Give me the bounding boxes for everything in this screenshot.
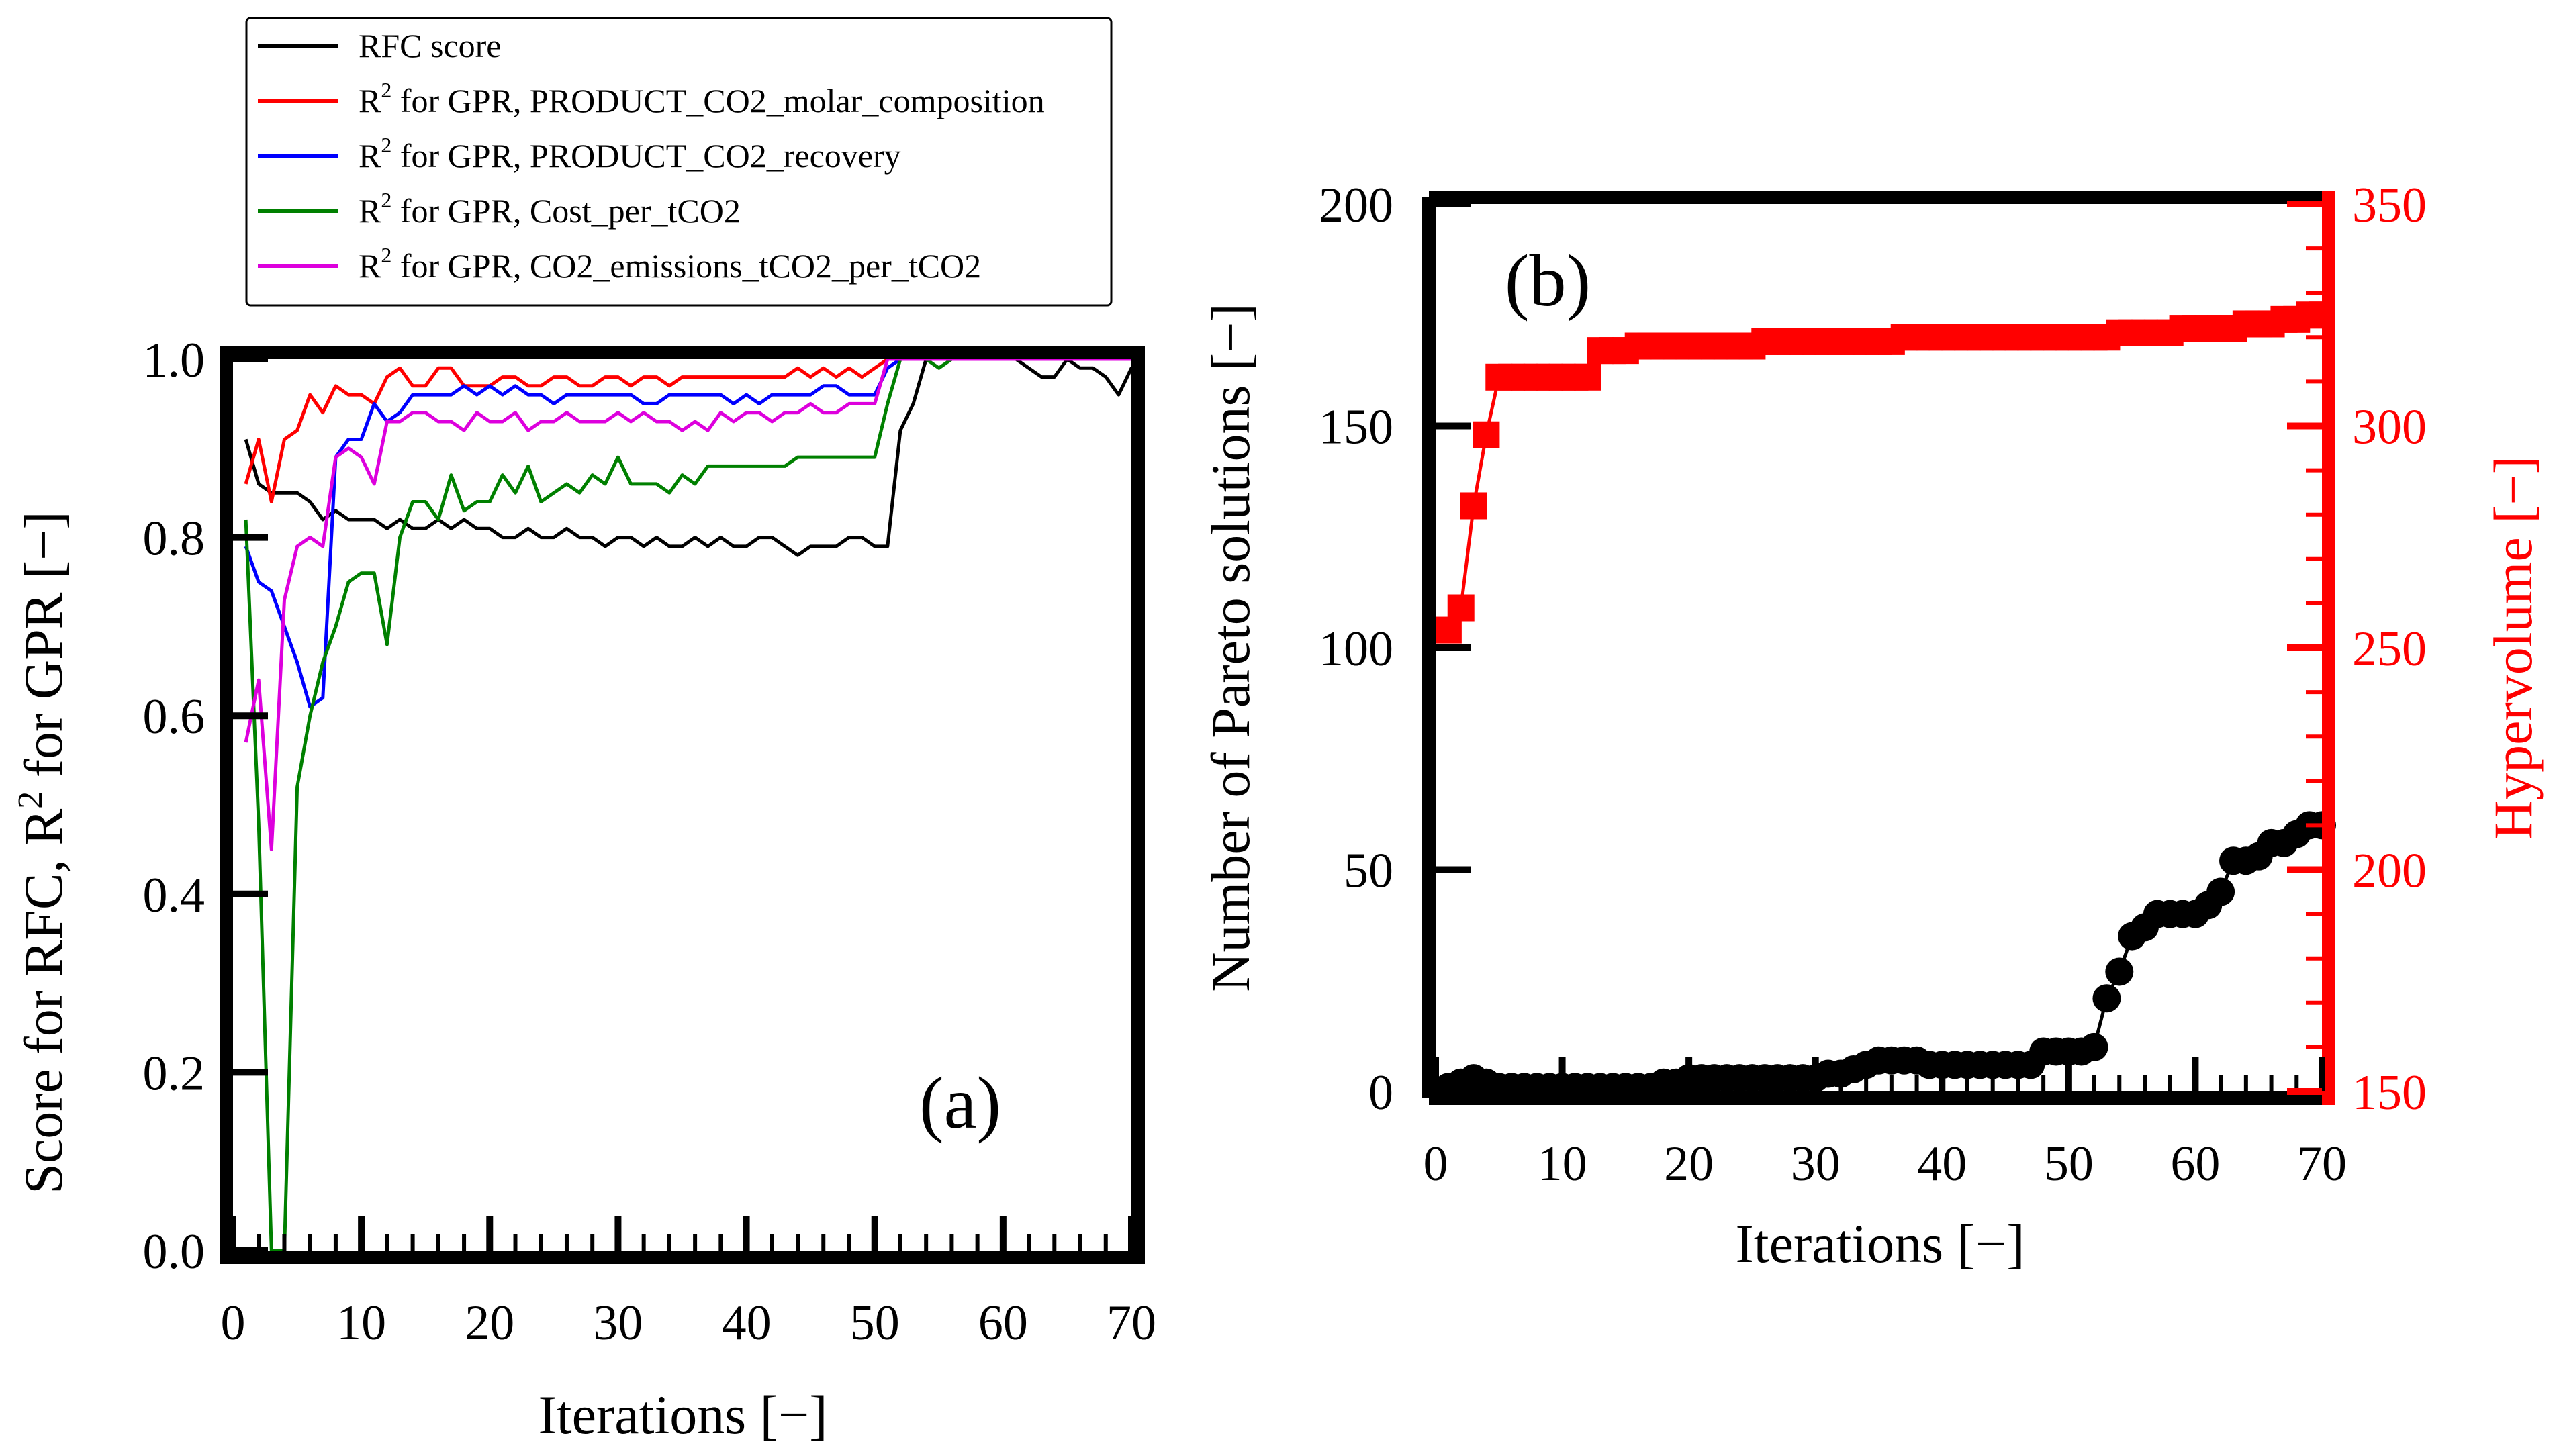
panel-b: 0 10 20 30 40 50 60 70 0 50 100 150 200 150 200 250 300 3… (1200, 178, 2544, 1274)
legend-label-2: R2 for GPR, PRODUCT_CO2_molar_compositio… (359, 78, 1045, 119)
panel-a-series-group (244, 357, 1131, 1251)
panel-b-x-axis-title: Iterations [−] (1735, 1213, 2024, 1274)
data-point-marker (1574, 363, 1601, 391)
series-line-3 (244, 357, 1131, 709)
y-tick-label: 0.2 (143, 1046, 205, 1101)
legend-series-name: for GPR, PRODUCT_CO2_recovery (391, 137, 900, 175)
y-tick-label: 200 (1319, 178, 1393, 233)
x-tick-label: 10 (336, 1296, 386, 1351)
y2-tick-label: 350 (2352, 178, 2427, 233)
legend-superscript: 2 (381, 243, 391, 267)
legend-prefix: R (359, 82, 381, 119)
panel-a: 0 10 20 30 40 50 60 70 0.0 0.2 0.4 0.6 0.8 1.0 (a) It… (11, 17, 1157, 1445)
panel-a-plot-area (244, 357, 1131, 1251)
x-tick-label: 40 (722, 1296, 772, 1351)
series-line (1446, 313, 2322, 631)
legend-series-name: for GPR, PRODUCT_CO2_molar_composition (391, 82, 1044, 119)
panel-b-y2-axis-title: Hypervolume [−] (2482, 456, 2544, 840)
panel-b-label: (b) (1505, 240, 1591, 322)
x-tick-label: 30 (593, 1296, 643, 1351)
y-tick-label: 100 (1319, 622, 1393, 677)
panel-a-y-axis-title-part-1: Score for RFC, R (13, 808, 74, 1194)
data-point-marker (2206, 877, 2235, 906)
x-tick-label: 0 (221, 1296, 246, 1351)
x-tick-label: 30 (1791, 1136, 1841, 1192)
legend-label-5: R2 for GPR, CO2_emissions_tCO2_per_tCO2 (359, 243, 981, 285)
series-pareto-count (1434, 811, 2336, 1102)
panel-b-axes: 0 10 20 30 40 50 60 70 0 50 100 150 200 150 200 250 300 3… (1319, 178, 2427, 1192)
y-tick-label: 1.0 (143, 333, 205, 388)
panel-a-y-axis-title-part-2: for GPR [−] (13, 511, 74, 791)
data-point-marker (2080, 1032, 2108, 1061)
x-tick-label: 60 (2170, 1136, 2220, 1192)
y-tick-label: 0.4 (143, 868, 205, 923)
legend-frame (245, 17, 1113, 307)
y2-tick-label: 200 (2352, 844, 2427, 899)
panel-a-y-axis-title: Score for RFC, R2 for GPR [−] (11, 511, 74, 1194)
legend-label-4: R2 for GPR, Cost_per_tCO2 (359, 188, 741, 230)
x-tick-label: 20 (465, 1296, 514, 1351)
x-tick-label: 70 (1107, 1296, 1156, 1351)
panel-b-plot-area (1434, 301, 2336, 1102)
data-point-marker (1447, 594, 1475, 622)
data-point-marker (2092, 984, 2121, 1013)
panel-b-y-axis-title: Number of Pareto solutions [−] (1200, 303, 1261, 992)
legend-label-1: RFC score (359, 27, 502, 64)
y-tick-label: 0.0 (143, 1224, 205, 1279)
panel-a-y-axis-title-superscript: 2 (11, 791, 50, 809)
legend-superscript: 2 (381, 188, 391, 212)
series-hypervolume (1434, 301, 2335, 644)
panel-a-x-axis-title: Iterations [−] (538, 1384, 827, 1445)
data-point-marker (2105, 957, 2134, 986)
y-tick-label: 0 (1368, 1065, 1393, 1120)
x-tick-label: 0 (1424, 1136, 1448, 1192)
x-tick-label: 70 (2297, 1136, 2347, 1192)
data-point-marker (1460, 492, 1487, 520)
y-tick-label: 50 (1344, 844, 1393, 899)
x-tick-label: 10 (1538, 1136, 1587, 1192)
x-tick-label: 40 (1917, 1136, 1967, 1192)
legend-superscript: 2 (381, 78, 391, 102)
panel-a-axes: 0 10 20 30 40 50 60 70 0.0 0.2 0.4 0.6 0.8 1.0 (143, 333, 1157, 1351)
y-tick-label: 0.8 (143, 512, 205, 567)
series-line (1448, 823, 2322, 1089)
legend-label-3: R2 for GPR, PRODUCT_CO2_recovery (359, 133, 901, 175)
x-tick-label: 50 (2044, 1136, 2094, 1192)
x-tick-label: 50 (850, 1296, 900, 1351)
legend-series-name: for GPR, CO2_emissions_tCO2_per_tCO2 (391, 247, 981, 285)
x-tick-label: 60 (978, 1296, 1028, 1351)
legend-prefix: R (359, 137, 381, 175)
y2-tick-label: 150 (2352, 1065, 2427, 1120)
legend-superscript: 2 (381, 133, 391, 157)
y2-tick-label: 300 (2352, 400, 2427, 455)
y-tick-label: 150 (1319, 400, 1393, 455)
y2-tick-label: 250 (2352, 622, 2427, 677)
legend-prefix: R (359, 247, 381, 285)
x-tick-label: 20 (1664, 1136, 1714, 1192)
panel-a-label: (a) (919, 1062, 1001, 1144)
panel-a-frame (220, 346, 1145, 1264)
legend-series-name: for GPR, Cost_per_tCO2 (391, 192, 740, 230)
data-point-marker (1473, 421, 1500, 448)
y-tick-label: 0.6 (143, 689, 205, 744)
legend-prefix: R (359, 192, 381, 230)
